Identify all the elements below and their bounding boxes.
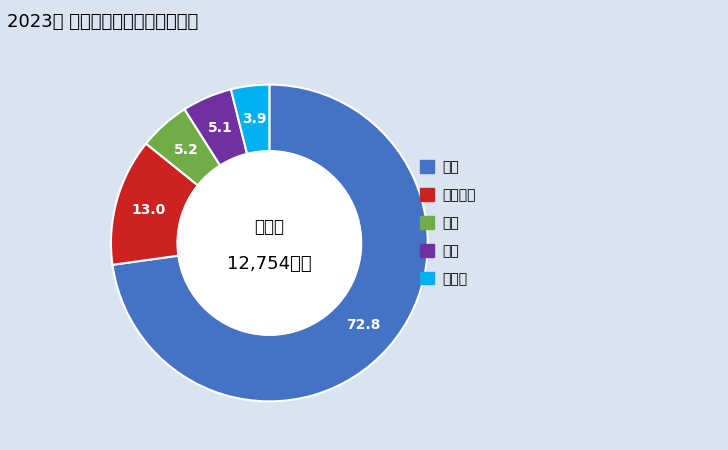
- Wedge shape: [111, 144, 198, 265]
- Text: 総　額: 総 額: [254, 218, 285, 236]
- Wedge shape: [146, 109, 220, 185]
- Text: 12,754万円: 12,754万円: [227, 255, 312, 273]
- Text: 5.1: 5.1: [207, 121, 232, 135]
- Text: 13.0: 13.0: [132, 202, 166, 216]
- Text: 2023年 輸出相手国のシェア（％）: 2023年 輸出相手国のシェア（％）: [7, 14, 199, 32]
- Text: 5.2: 5.2: [174, 143, 199, 157]
- Wedge shape: [231, 85, 269, 154]
- Text: 3.9: 3.9: [242, 112, 266, 126]
- Wedge shape: [184, 90, 247, 166]
- Legend: 台湾, ベトナム, 中国, 韓国, その他: 台湾, ベトナム, 中国, 韓国, その他: [415, 155, 482, 292]
- Circle shape: [178, 151, 361, 335]
- Text: 72.8: 72.8: [347, 318, 381, 332]
- Wedge shape: [112, 85, 428, 401]
